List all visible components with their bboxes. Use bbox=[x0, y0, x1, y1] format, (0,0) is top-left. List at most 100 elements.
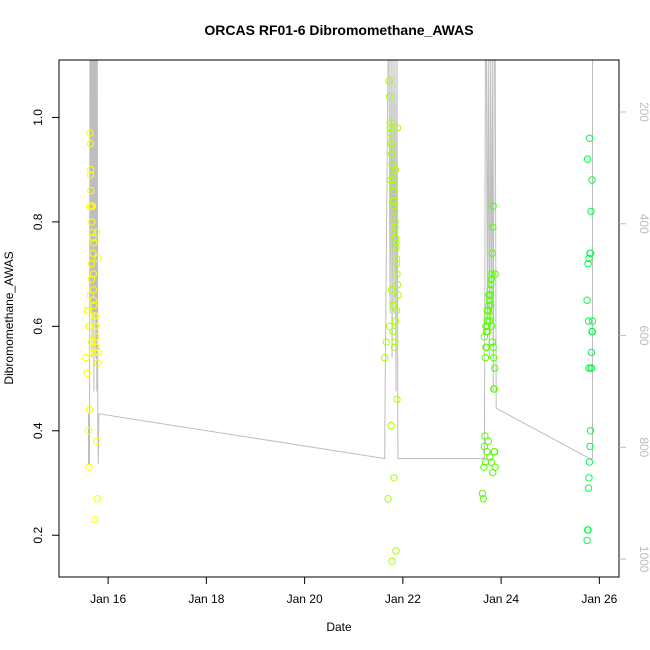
data-point-series-3 bbox=[490, 448, 498, 456]
data-point-series-4 bbox=[587, 207, 595, 216]
data-point-series-2 bbox=[389, 327, 397, 336]
data-point-series-4 bbox=[585, 134, 594, 143]
data-point-series-3 bbox=[480, 333, 489, 341]
data-point-series-3 bbox=[490, 354, 498, 362]
data-point-series-2 bbox=[391, 166, 400, 174]
data-point-series-3 bbox=[488, 249, 496, 257]
data-point-series-1 bbox=[89, 249, 97, 257]
data-point-series-3 bbox=[487, 280, 495, 289]
y-tick-label: 0.4 bbox=[31, 422, 45, 439]
y2-tick-label: 600 bbox=[637, 326, 650, 346]
y-tick-label: 0.2 bbox=[31, 527, 45, 544]
data-point-series-2 bbox=[385, 322, 394, 330]
data-point-series-1 bbox=[92, 343, 101, 351]
data-point-series-1 bbox=[90, 338, 99, 346]
data-point-series-2 bbox=[390, 228, 399, 237]
data-point-series-2 bbox=[392, 254, 401, 263]
y-tick-label: 0.8 bbox=[31, 213, 45, 230]
data-point-series-4 bbox=[583, 296, 591, 304]
data-point-series-4 bbox=[584, 484, 593, 492]
data-point-series-1 bbox=[90, 239, 98, 247]
data-point-series-3 bbox=[484, 437, 492, 445]
x-tick-label: Jan 20 bbox=[287, 592, 323, 606]
x-tick-label: Jan 24 bbox=[483, 592, 519, 606]
y-axis-label: Dibromomethane_AWAS bbox=[2, 251, 16, 384]
data-point-series-3 bbox=[481, 432, 489, 440]
y2-tick-label: 200 bbox=[637, 102, 650, 122]
data-point-series-1 bbox=[89, 296, 98, 304]
data-point-series-3 bbox=[486, 286, 494, 294]
data-point-series-1 bbox=[93, 437, 101, 445]
data-point-series-3 bbox=[486, 453, 494, 461]
data-point-series-1 bbox=[84, 427, 93, 435]
data-point-series-4 bbox=[585, 474, 593, 482]
data-point-series-2 bbox=[391, 338, 399, 346]
data-point-series-3 bbox=[489, 202, 497, 210]
data-point-series-1 bbox=[87, 338, 96, 346]
data-point-series-2 bbox=[391, 317, 400, 325]
data-point-series-3 bbox=[490, 385, 498, 393]
y-axis-left: 0.2 0.4 0.6 0.8 1.0 bbox=[31, 109, 59, 544]
data-point-series-1 bbox=[89, 270, 98, 278]
data-point-series-2 bbox=[382, 338, 390, 346]
data-point-series-3 bbox=[487, 275, 495, 283]
data-point-series-3 bbox=[478, 489, 487, 498]
plot-frame bbox=[58, 59, 620, 578]
data-point-series-3 bbox=[484, 312, 492, 320]
data-point-series-2 bbox=[388, 557, 396, 565]
x-tick-label: Jan 16 bbox=[90, 592, 126, 606]
data-point-series-4 bbox=[588, 176, 596, 184]
data-point-series-4 bbox=[583, 155, 592, 163]
data-point-series-4 bbox=[584, 260, 592, 268]
data-point-series-1 bbox=[93, 495, 102, 503]
data-point-series-1 bbox=[86, 171, 95, 179]
data-point-series-2 bbox=[392, 307, 401, 315]
data-point-series-2 bbox=[389, 176, 397, 184]
data-point-series-2 bbox=[391, 223, 399, 231]
data-point-series-2 bbox=[390, 343, 399, 351]
x-tick-label: Jan 18 bbox=[188, 592, 224, 606]
data-point-series-1 bbox=[91, 348, 99, 357]
data-point-series-4 bbox=[586, 427, 595, 435]
data-point-series-3 bbox=[481, 354, 490, 362]
data-point-series-1 bbox=[84, 307, 93, 315]
data-point-series-4 bbox=[584, 526, 592, 534]
data-point-series-2 bbox=[394, 291, 402, 299]
data-point-series-1 bbox=[87, 260, 96, 268]
data-point-series-2 bbox=[390, 202, 398, 210]
data-point-series-4 bbox=[588, 327, 597, 336]
y2-tick-label: 400 bbox=[637, 214, 650, 234]
y2-tick-label: 800 bbox=[637, 437, 650, 457]
data-point-series-4 bbox=[584, 317, 593, 325]
data-point-series-1 bbox=[88, 348, 97, 357]
data-point-series-3 bbox=[489, 468, 497, 477]
data-point-series-3 bbox=[485, 301, 493, 310]
data-point-series-1 bbox=[94, 359, 102, 367]
data-point-series-3 bbox=[486, 312, 494, 320]
data-point-series-2 bbox=[391, 218, 399, 226]
data-point-series-2 bbox=[391, 233, 400, 242]
y-axis-right: 200 400 600 800 1000 bbox=[619, 102, 650, 573]
data-point-series-2 bbox=[386, 176, 395, 184]
data-point-series-3 bbox=[480, 463, 488, 471]
data-point-series-3 bbox=[482, 343, 491, 351]
data-point-series-2 bbox=[393, 395, 401, 404]
data-point-series-1 bbox=[88, 228, 97, 237]
data-point-series-1 bbox=[83, 369, 91, 377]
data-point-series-2 bbox=[387, 139, 395, 148]
data-point-series-2 bbox=[388, 197, 397, 205]
data-point-series-3 bbox=[491, 364, 499, 372]
data-point-series-1 bbox=[86, 129, 94, 137]
data-point-series-2 bbox=[386, 124, 394, 132]
data-point-series-2 bbox=[385, 92, 394, 101]
data-point-series-2 bbox=[393, 280, 402, 289]
data-point-series-2 bbox=[392, 547, 400, 555]
data-point-series-1 bbox=[94, 348, 103, 357]
data-point-series-2 bbox=[392, 239, 400, 247]
data-point-series-4 bbox=[585, 364, 593, 372]
x-tick-label: Jan 26 bbox=[581, 592, 617, 606]
pressure-line-layer bbox=[88, 60, 593, 465]
data-point-series-2 bbox=[392, 260, 401, 268]
data-point-series-4 bbox=[586, 442, 594, 451]
